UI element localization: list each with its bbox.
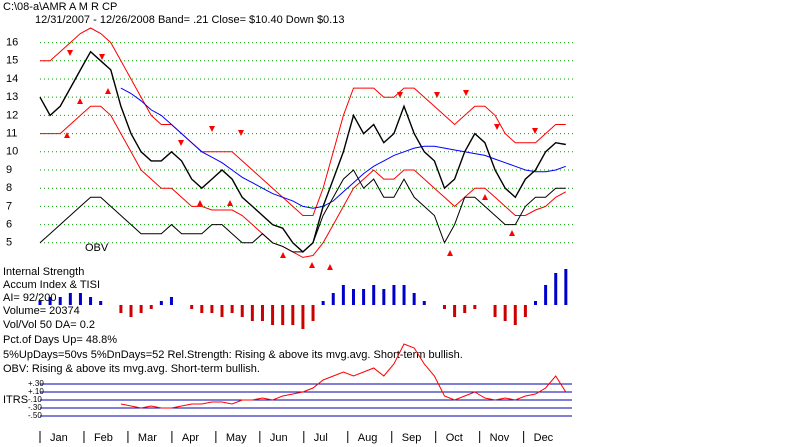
y-tick-label: 11	[6, 127, 17, 139]
chart-info: 12/31/2007 - 12/26/2008 Band= .21 Close=…	[35, 14, 344, 26]
accum-bar	[554, 273, 558, 305]
y-tick-label: 13	[6, 91, 18, 103]
x-tick-label: Mar	[138, 432, 157, 444]
y-tick-label: 10	[6, 146, 18, 158]
file-label: C:\08-a\AMR A M R CP	[3, 1, 117, 13]
x-tick-label: Sep	[402, 432, 422, 444]
accum-bar	[392, 285, 396, 305]
x-tick-label: Apr	[182, 432, 199, 444]
accum-bar	[38, 301, 42, 305]
accum-bar	[321, 301, 325, 305]
indicator-text: 5%UpDays=50vs 5%DnDays=52 Rel.Strength: …	[3, 349, 463, 361]
accum-bar	[453, 305, 457, 317]
accum-bar	[341, 285, 345, 305]
x-tick-label: Jan	[50, 432, 68, 444]
accum-bar	[473, 305, 477, 309]
accum-bar	[260, 305, 264, 321]
series-line	[40, 105, 567, 258]
y-tick-label: +.30	[28, 379, 44, 388]
accum-bar	[240, 305, 244, 317]
accum-bar	[190, 305, 194, 309]
x-tick-label: Nov	[490, 432, 510, 444]
x-tick-label: Dec	[534, 432, 554, 444]
accum-bar	[331, 293, 335, 305]
accum-bar	[169, 297, 173, 305]
accum-bar	[139, 305, 143, 313]
accum-bar	[534, 301, 538, 305]
indicator-text: Accum Index & TISI	[3, 279, 100, 291]
accum-bar	[564, 269, 568, 305]
y-tick-label: 16	[6, 36, 18, 48]
y-tick-label: 6	[6, 219, 12, 231]
accum-bar	[58, 297, 62, 305]
accum-bar	[372, 285, 376, 305]
accum-bar	[78, 293, 82, 305]
accum-bar	[68, 293, 72, 305]
accum-bar	[129, 305, 133, 317]
accum-bar	[119, 305, 123, 313]
indicator-text: OBV: Rising & above its mvg.avg. Short-t…	[3, 363, 260, 375]
x-tick-label: Oct	[446, 432, 463, 444]
series-line	[39, 50, 566, 253]
accum-bar	[230, 305, 234, 313]
itrs-line	[120, 343, 567, 409]
accum-bar	[442, 305, 446, 309]
y-tick-label: -.30	[28, 403, 42, 412]
accum-bar	[422, 301, 426, 305]
accum-bar	[301, 305, 305, 329]
y-tick-label: 7	[6, 200, 12, 212]
y-tick-label: +.10	[28, 387, 44, 396]
y-tick-label: 15	[6, 55, 18, 67]
accum-bar	[220, 305, 224, 317]
obv-label: OBV	[85, 242, 109, 254]
y-tick-label: -.10	[28, 395, 42, 404]
accum-bar	[382, 289, 386, 305]
indicator-text: Internal Strength	[3, 266, 84, 278]
series-line	[40, 27, 566, 216]
indicator-text: AI= 92/200	[3, 292, 57, 304]
accum-bar	[493, 305, 497, 317]
x-tick-label: Feb	[94, 432, 113, 444]
y-tick-label: 12	[6, 109, 18, 121]
accum-bar	[362, 289, 366, 305]
indicator-text: Pct.of Days Up= 48.8%	[3, 334, 117, 346]
itrs-label: ITRS	[3, 394, 28, 406]
accum-bar	[89, 297, 93, 305]
accum-bar	[48, 297, 52, 305]
y-tick-label: 5	[6, 237, 12, 249]
y-tick-label: 14	[6, 73, 18, 85]
accum-bar	[200, 305, 204, 313]
accum-bar	[463, 305, 467, 313]
x-tick-label: May	[226, 432, 247, 444]
accum-bar	[210, 305, 214, 313]
accum-bar	[351, 289, 355, 305]
accum-bar	[271, 305, 275, 325]
x-tick-label: Aug	[358, 432, 378, 444]
accum-bar	[503, 305, 507, 321]
accum-bar	[544, 285, 548, 305]
accum-bar	[281, 305, 285, 325]
accum-bar	[291, 305, 295, 325]
accum-bar	[149, 305, 153, 309]
accum-bar	[402, 285, 406, 305]
y-tick-label: 8	[6, 182, 12, 194]
x-tick-label: Jul	[314, 432, 328, 444]
y-tick-label: 9	[6, 164, 12, 176]
indicator-text: Vol/Vol 50 DA= 0.2	[3, 319, 95, 331]
accum-bar	[513, 305, 517, 325]
accum-bar	[412, 293, 416, 305]
accum-bar	[311, 305, 315, 321]
y-tick-label: -.50	[28, 411, 42, 420]
accum-bar	[99, 301, 103, 305]
series-line	[120, 87, 566, 209]
x-tick-label: Jun	[270, 432, 288, 444]
accum-bar	[250, 305, 254, 321]
accum-bar	[523, 305, 527, 317]
indicator-text: Volume= 20374	[3, 305, 80, 317]
accum-bar	[159, 301, 163, 305]
